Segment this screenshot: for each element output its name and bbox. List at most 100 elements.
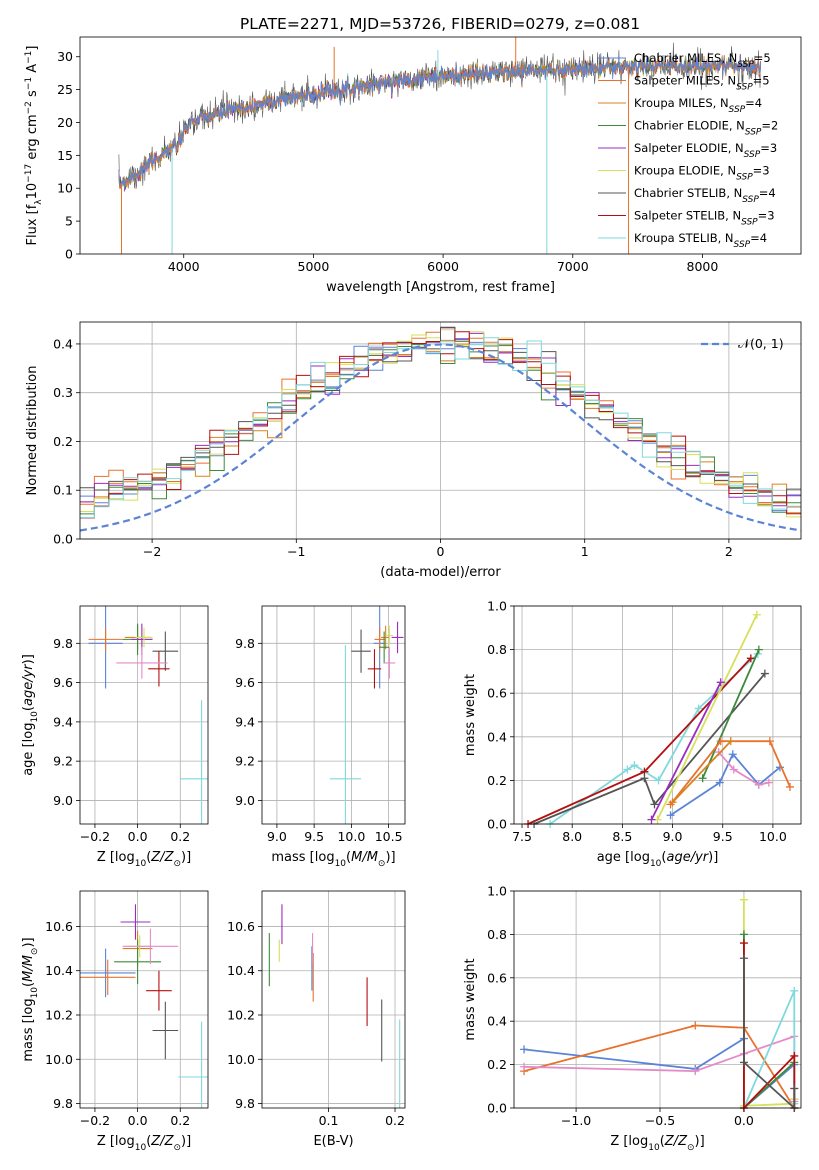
- mass_vs_Z-frame: [79, 890, 209, 1109]
- y-tick-label: 25: [57, 82, 73, 97]
- y-tick-label: 0.1: [53, 483, 73, 498]
- y-tick-label: 9.2: [53, 754, 73, 769]
- legend-label: Kroupa ELODIE, NSSP=3: [634, 164, 770, 183]
- y-tick-label: 30: [57, 49, 73, 64]
- age_vs_Z-axes: −0.2 0.0 0.2 9.0 9.2 9.4 9.6 9.8: [53, 606, 208, 844]
- series-kroupa_stelib: [549, 653, 759, 825]
- marker-salpeter_miles: [691, 1021, 700, 1030]
- y-tick-label: 9.6: [53, 675, 73, 690]
- series-kroupa_elodie: [743, 899, 796, 1107]
- weight_vs_age-xlabel: age [log10(age/yr)]: [597, 850, 719, 869]
- x-tick-label: 10.5: [375, 829, 403, 844]
- legend-label: Chabrier ELODIE, NSSP=2: [634, 119, 778, 138]
- marker-chabrier_miles: [666, 811, 675, 820]
- series-chabrier_stelib: [533, 673, 766, 825]
- histogram-kroupa_stelib: [80, 337, 801, 518]
- x-tick-label: 8.5: [612, 829, 632, 844]
- marker-kroupa_elodie: [739, 895, 748, 904]
- mass_vs_ebv-xlabel: E(B-V): [313, 1134, 353, 1149]
- marker-salpeter_miles: [716, 737, 725, 746]
- series-chabrier_stelib: [743, 958, 796, 1111]
- residuals-frame: [79, 321, 802, 540]
- age_vs_Z-xlabel: Z [log10(Z/Z⊙)]: [97, 850, 191, 869]
- mass_vs_Z-grid: [80, 891, 208, 1108]
- residual-histograms: [80, 326, 801, 532]
- x-tick-label: 7000: [557, 259, 589, 274]
- x-tick-label: 8.0: [562, 829, 582, 844]
- marker-pink: [754, 780, 763, 789]
- y-tick-label: 10.0: [45, 1052, 73, 1067]
- y-tick-label: 10.6: [227, 919, 255, 934]
- marker-chabrier_elodie: [698, 774, 707, 783]
- mass_vs_Z-ylabel: mass [log10(M/M⊙)]: [21, 937, 40, 1061]
- series-salpeter_stelib: [743, 943, 796, 1111]
- x-tick-label: 2: [725, 544, 733, 559]
- y-tick-label: 0.2: [487, 773, 507, 788]
- y-tick-label: 10.6: [45, 919, 73, 934]
- x-tick-label: 10.0: [337, 829, 365, 844]
- x-tick-label: 7.5: [512, 829, 532, 844]
- series-salpeter_elodie: [650, 681, 722, 821]
- histogram-chabrier_elodie: [80, 340, 801, 515]
- x-tick-label: 9.0: [663, 829, 683, 844]
- legend-label: Salpeter MILES, NSSP=5: [634, 74, 770, 93]
- x-tick-label: 0.0: [128, 1113, 148, 1128]
- residuals-ylabel: Normed distribution: [25, 366, 40, 496]
- age_vs_mass-points: [329, 606, 404, 824]
- x-tick-label: 0.2: [170, 829, 190, 844]
- x-tick-label: 10.0: [759, 829, 787, 844]
- mass_vs_ebv-frame: [261, 890, 406, 1109]
- x-tick-label: 8000: [687, 259, 719, 274]
- weight_vs_Z-axes: −1.0 −0.5 0.0 0.0 0.2 0.4 0.6 0.8 1.0: [487, 884, 801, 1128]
- y-tick-label: 9.6: [235, 675, 255, 690]
- marker-kroupa_miles: [726, 737, 735, 746]
- x-tick-label: 6000: [427, 259, 459, 274]
- series-salpeter_miles: [523, 1024, 796, 1112]
- y-tick-label: 9.8: [53, 1096, 73, 1111]
- series-kroupa_elodie: [656, 614, 758, 820]
- y-tick-label: 0.0: [53, 532, 73, 547]
- marker-chabrier_elodie: [754, 645, 763, 654]
- series-salpeter_miles: [669, 740, 791, 805]
- x-tick-label: 5000: [298, 259, 330, 274]
- marker-chabrier_stelib: [650, 800, 659, 809]
- marker-chabrier_stelib: [739, 954, 748, 963]
- residuals-legend: 𝒩(0, 1): [701, 336, 784, 351]
- y-tick-label: 15: [57, 148, 73, 163]
- y-tick-label: 10.2: [227, 1008, 255, 1023]
- legend-label: Salpeter STELIB, NSSP=3: [634, 209, 775, 228]
- age_vs_Z-ylabel: age [log10(age/yr)]: [21, 654, 40, 776]
- y-tick-label: 0.3: [53, 385, 73, 400]
- marker-salpeter_elodie: [716, 678, 725, 687]
- marker-chabrier_stelib: [739, 1058, 748, 1067]
- marker-salpeter_stelib: [790, 1051, 799, 1060]
- marker-kroupa_stelib: [654, 776, 663, 785]
- y-tick-label: 0.6: [487, 970, 507, 985]
- series-pink: [524, 1035, 796, 1102]
- weight_vs_Z-ylabel: mass weight: [463, 958, 478, 1040]
- marker-kroupa_stelib: [623, 765, 632, 774]
- x-tick-label: 9.5: [304, 829, 324, 844]
- x-tick-label: 0.2: [385, 1113, 405, 1128]
- marker-pink: [520, 1062, 529, 1071]
- spectrum-legend: Chabrier MILES, NSSP=5 Salpeter MILES, NS…: [598, 51, 778, 250]
- y-tick-label: 10.2: [45, 1008, 73, 1023]
- y-tick-label: 10.0: [227, 1052, 255, 1067]
- age_vs_Z-frame: [79, 605, 209, 825]
- y-tick-label: 0: [65, 247, 73, 262]
- marker-salpeter_miles: [765, 737, 774, 746]
- x-tick-label: −1.0: [561, 1113, 591, 1128]
- y-tick-label: 9.4: [235, 714, 255, 729]
- series-pink: [718, 751, 770, 786]
- weight_vs_Z-frame: [513, 890, 802, 1109]
- marker-kroupa_stelib: [630, 761, 639, 770]
- mass_vs_Z-axes: −0.2 0.0 0.2 9.8 10.0 10.2 10.4 10.6: [45, 891, 208, 1128]
- residuals-axes: −2 −1 0 1 2 0.0 0.1 0.2 0.3 0.4: [53, 322, 801, 559]
- mass_vs_ebv-points: [268, 904, 401, 1108]
- y-tick-label: 9.8: [53, 636, 73, 651]
- y-tick-label: 10.4: [45, 963, 73, 978]
- x-tick-label: 0: [437, 544, 445, 559]
- spectrum-ylabel: Flux [fλ10−17 erg cm−2 s−1 A−1]: [24, 46, 44, 246]
- x-tick-label: 0.0: [734, 1113, 754, 1128]
- marker-salpeter_elodie: [647, 815, 656, 824]
